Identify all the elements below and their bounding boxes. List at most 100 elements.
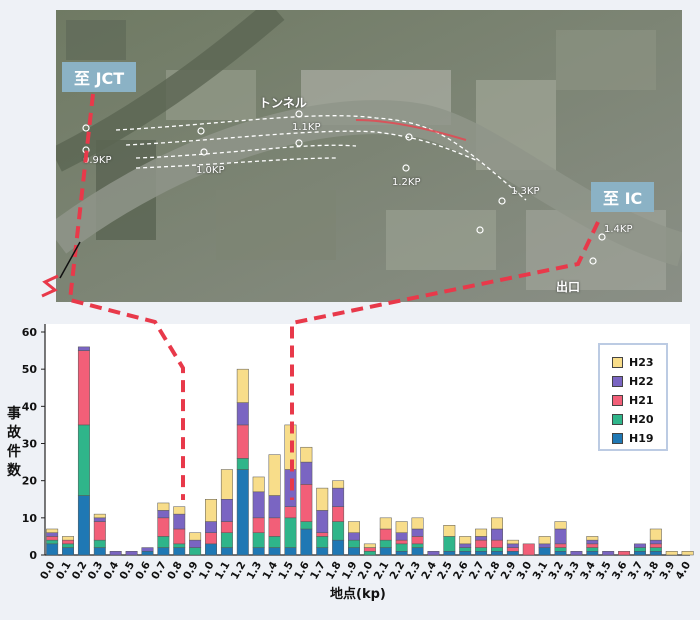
kp-label: 1.3KP (511, 186, 540, 197)
legend-label: H23 (629, 356, 654, 369)
legend-item: H23 (612, 353, 666, 372)
bar-segment-h20 (62, 543, 75, 548)
bar-segment-h22 (93, 517, 106, 522)
bar-segment-h22 (427, 551, 440, 556)
bar-segment-h22 (220, 499, 233, 522)
bar-segment-h19 (141, 551, 154, 556)
x-tick-label: 1.7 (308, 560, 328, 582)
bar-segment-h19 (633, 551, 646, 556)
bar-segment-h21 (506, 547, 519, 552)
bar-segment-h21 (316, 532, 329, 537)
bar-segment-h19 (411, 547, 424, 556)
bar-segment-h21 (522, 543, 535, 556)
legend-label: H21 (629, 394, 654, 407)
bar-segment-h20 (586, 547, 599, 552)
kp-label: 1.0KP (196, 165, 225, 176)
bar-segment-h20 (332, 521, 345, 541)
bar-segment-h20 (173, 543, 186, 548)
bar-segment-h21 (300, 484, 313, 522)
kp-label: 0.9KP (83, 155, 112, 166)
x-tick-label: 2.3 (403, 560, 423, 582)
bar-segment-h22 (236, 402, 249, 426)
bar-segment-h23 (236, 368, 249, 403)
bar-segment-h19 (379, 547, 392, 556)
y-tick-label: 40 (22, 400, 38, 413)
bar-segment-h23 (157, 502, 170, 511)
x-axis-label: 地点(kp) (330, 587, 386, 602)
tunnel-label: トンネル (259, 96, 307, 110)
x-tick-label: 2.1 (372, 560, 392, 582)
bar-segment-h23 (363, 543, 376, 548)
bar-segment-h23 (491, 517, 503, 530)
chart-legend: H23 H22 H21 H20 H19 (598, 343, 668, 451)
bar-segment-h19 (157, 547, 170, 556)
kp-label: 1.4KP (604, 224, 633, 235)
bar-segment-h20 (157, 536, 170, 548)
bar-segment-h19 (284, 547, 297, 556)
bar-segment-h21 (268, 517, 281, 537)
x-tick-label: 2.4 (419, 560, 439, 582)
bar-segment-h21 (205, 532, 217, 545)
bar-segment-h22 (538, 543, 551, 548)
bar-segment-h23 (586, 536, 599, 541)
bar-segment-h22 (586, 539, 599, 545)
bar-segment-h20 (649, 547, 662, 552)
x-tick-label: 1.4 (260, 560, 280, 582)
x-tick-label: 0.4 (102, 560, 122, 582)
x-tick-label: 2.0 (356, 560, 376, 582)
kp-label: 1.1KP (292, 122, 321, 133)
bar-segment-h23 (459, 536, 472, 545)
bar-segment-h22 (284, 469, 297, 507)
bar-segment-h20 (46, 539, 59, 545)
y-tick-label: 20 (22, 475, 38, 488)
legend-label: H20 (629, 413, 654, 426)
bar-segment-h19 (220, 547, 233, 556)
bar-segment-h23 (554, 521, 567, 530)
bar-segment-h20 (459, 547, 472, 552)
bar-segment-h23 (268, 454, 281, 496)
bar-segment-h22 (252, 491, 265, 519)
bar-segment-h22 (348, 532, 360, 541)
x-tick-label: 0.2 (70, 560, 90, 582)
x-tick-label: 3.7 (626, 560, 646, 582)
bar-segment-h19 (443, 551, 456, 556)
bar-segment-h20 (554, 547, 567, 552)
bar-segment-h20 (236, 458, 249, 470)
bar-segment-h22 (491, 528, 503, 541)
bar-segment-h19 (554, 551, 567, 556)
x-tick-label: 1.2 (229, 560, 249, 582)
bar-segment-h23 (681, 551, 694, 556)
x-tick-label: 0.3 (86, 560, 106, 582)
bar-segment-h21 (475, 539, 488, 548)
x-tick-label: 1.5 (276, 560, 296, 582)
bar-segment-h22 (475, 536, 488, 541)
bar-segment-h23 (62, 536, 75, 541)
chart-axes (44, 324, 690, 556)
bar-segment-h19 (459, 551, 472, 556)
aerial-map: 至 JCT 至 IC トンネル 出口 0.9KP 1.0KP 1.1KP 1.2… (56, 10, 682, 302)
bar-segment-h21 (379, 528, 392, 541)
x-tick-label: 0.1 (54, 560, 74, 582)
legend-label: H22 (629, 375, 654, 388)
x-tick-label: 3.2 (546, 560, 566, 582)
bar-segment-h23 (443, 525, 456, 537)
bar-segment-h20 (395, 543, 408, 552)
x-tick-label: 1.3 (245, 560, 265, 582)
bar-segment-h22 (506, 543, 519, 548)
bar-segment-h23 (395, 521, 408, 533)
bar-segment-h20 (443, 536, 456, 552)
bar-segment-h22 (189, 539, 202, 548)
x-tick-label: 0.5 (117, 560, 137, 582)
bar-segment-h20 (252, 532, 265, 548)
bar-segment-h21 (411, 536, 424, 545)
bar-segment-h20 (491, 547, 503, 552)
label-to-ic: 至 IC (591, 182, 655, 212)
bar-segment-h20 (411, 543, 424, 548)
bar-segment-h23 (411, 517, 424, 530)
bar-segment-h22 (395, 532, 408, 541)
bar-segment-h21 (93, 521, 106, 541)
legend-swatch (612, 395, 623, 406)
y-tick-label: 60 (22, 326, 38, 339)
x-tick-label: 4.0 (674, 560, 694, 582)
bar-segment-h22 (459, 543, 472, 548)
